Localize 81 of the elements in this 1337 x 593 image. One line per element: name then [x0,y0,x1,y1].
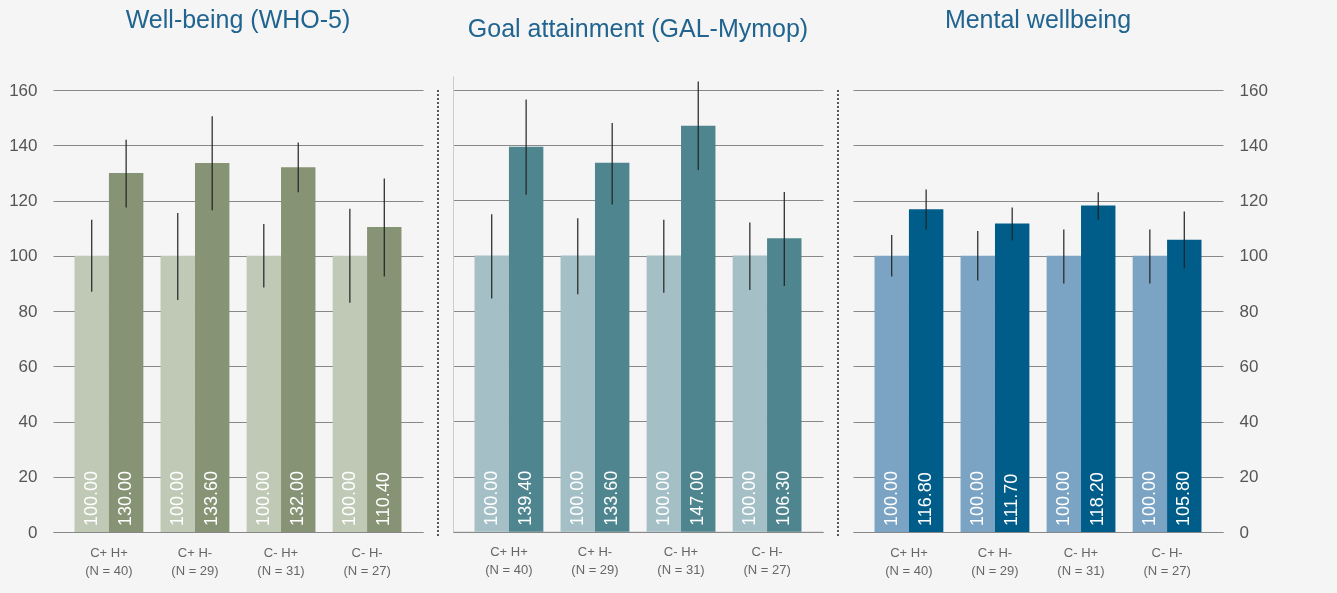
bar [994,223,1030,532]
data-label: 139.40 [515,470,536,526]
data-label: 133.60 [201,470,222,526]
data-label: 100.00 [80,470,101,526]
bar [767,238,802,532]
x-tick-label: C- H- (N = 27) [743,544,791,578]
y-tick-label: 160 [1239,80,1268,100]
data-label: 111.70 [1001,473,1022,526]
bar [1167,239,1202,532]
data-label: 100.00 [252,470,273,526]
x-tick-label: C+ H+ (N = 40) [85,544,133,578]
bar [194,162,230,532]
bar [281,167,316,532]
y-tick-label: 20 [1239,467,1259,487]
data-label: 133.60 [601,470,622,526]
y-tick-label: 60 [1239,356,1259,376]
bar [160,255,195,532]
x-tick-label: C- H- (N = 27) [343,544,391,578]
x-tick-label: C+ H- (N = 29) [971,544,1019,578]
data-label: 132.00 [287,470,308,526]
y-tick-label: 120 [9,191,38,210]
bar [594,162,630,532]
data-label: 130.00 [115,470,136,526]
y-tick-label: 140 [9,135,38,155]
bar [732,255,768,532]
bar [474,255,509,532]
data-label: 106.30 [773,470,794,526]
data-label: 100.00 [966,470,987,526]
y-tick-label: 100 [1239,246,1268,266]
y-tick-label: 20 [18,467,38,487]
y-tick-label: 60 [18,356,38,376]
x-tick-label: C+ H+ (N = 40) [485,544,533,578]
data-label: 110.40 [373,472,394,526]
chart-title: Well-being (WHO-5) [125,5,351,34]
y-tick-label: 120 [1239,191,1268,210]
bar [960,255,995,532]
data-label: 100.00 [1138,470,1159,526]
data-label: 100.00 [652,470,673,526]
data-label: 105.80 [1173,470,1194,526]
y-tick-label: 100 [9,246,38,266]
x-tick-label: C+ H- (N = 29) [571,544,619,578]
x-tick-label: C- H+ (N = 31) [1057,544,1105,578]
x-tick-label: C- H- (N = 27) [1143,544,1191,578]
bar [246,255,282,532]
chart-title: Mental wellbeing [944,5,1132,34]
data-label: 100.00 [166,470,187,526]
bar [681,125,716,532]
data-label: 116.80 [915,472,936,526]
y-tick-label: 40 [18,412,38,431]
y-tick-label: 140 [1239,135,1268,155]
x-tick-label: C+ H+ (N = 40) [885,544,933,578]
data-label: 118.20 [1087,472,1108,526]
y-tick-label: 0 [1239,522,1249,542]
y-tick-label: 0 [28,522,38,542]
y-tick-label: 40 [1239,412,1259,431]
bar [908,209,944,532]
y-tick-label: 80 [1239,301,1259,321]
data-label: 100.00 [338,470,359,526]
x-tick-label: C+ H- (N = 29) [171,544,219,578]
bar [508,146,544,532]
x-tick-label: C- H+ (N = 31) [657,544,705,578]
chart-title: Goal attainment (GAL-Mymop) [467,14,809,43]
data-label: 100.00 [480,470,501,526]
y-tick-label: 160 [9,80,38,100]
bar [874,255,909,532]
y-tick-label: 80 [18,301,38,321]
bar [646,255,682,532]
bar [560,255,595,532]
bar [367,227,402,532]
bar [1046,255,1082,532]
bar [74,255,109,532]
bar [1081,205,1116,532]
bar [108,172,144,532]
data-label: 100.00 [1052,470,1073,526]
bar [332,255,368,532]
bar [1132,255,1168,532]
data-label: 100.00 [738,470,759,526]
data-label: 147.00 [687,470,708,526]
data-label: 100.00 [880,470,901,526]
x-tick-label: C- H+ (N = 31) [257,544,305,578]
data-label: 100.00 [566,470,587,526]
